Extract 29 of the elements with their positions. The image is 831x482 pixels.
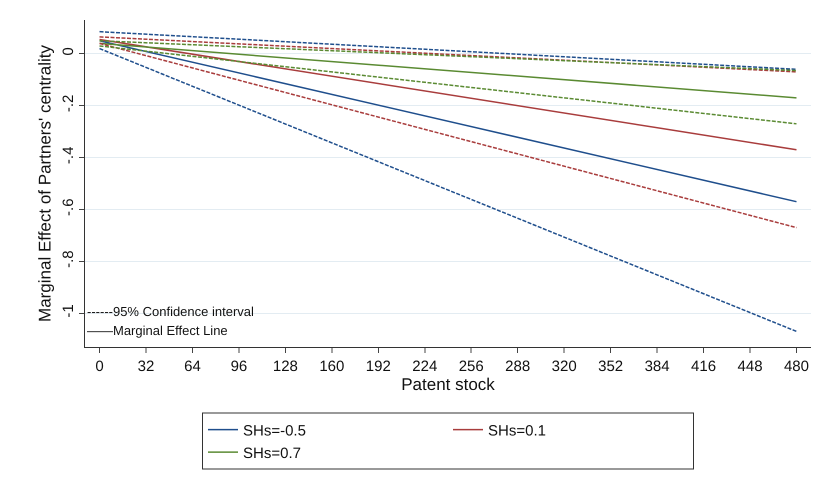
x-axis-title: Patent stock (401, 375, 496, 394)
x-tick-label: 320 (552, 358, 577, 375)
y-tick-label: -1 (60, 304, 77, 318)
annotation: ——Marginal Effect Line (87, 323, 228, 338)
y-tick-label: 0 (60, 47, 77, 56)
x-tick-label: 128 (272, 358, 298, 375)
y-tick-label: -.6 (60, 198, 77, 216)
legend-label: SHs=-0.5 (243, 422, 306, 440)
x-tick-label: 64 (184, 358, 201, 375)
x-tick-label: 288 (505, 358, 530, 375)
x-tick-label: 192 (366, 358, 391, 375)
annotation: ------95% Confidence interval (87, 304, 254, 319)
x-tick-label: 384 (644, 358, 670, 375)
y-tick-label: -.4 (60, 146, 77, 164)
x-tick-label: 480 (784, 358, 809, 375)
y-axis-title: Marginal Effect of Partners' centrality (36, 44, 55, 322)
x-tick-label: 160 (319, 358, 344, 375)
y-tick-label: -.8 (60, 250, 77, 268)
legend-label: SHs=0.1 (488, 422, 546, 440)
x-tick-label: 96 (230, 358, 248, 375)
y-tick-label: -.2 (60, 94, 77, 112)
legend-label: SHs=0.7 (243, 445, 301, 462)
x-tick-label: 32 (138, 358, 154, 375)
x-tick-label: 416 (691, 358, 716, 375)
x-tick-label: 352 (598, 358, 624, 375)
x-tick-label: 448 (738, 358, 763, 375)
x-tick-label: 256 (458, 358, 484, 375)
x-tick-label: 224 (412, 358, 438, 375)
x-tick-label: 0 (95, 358, 104, 375)
